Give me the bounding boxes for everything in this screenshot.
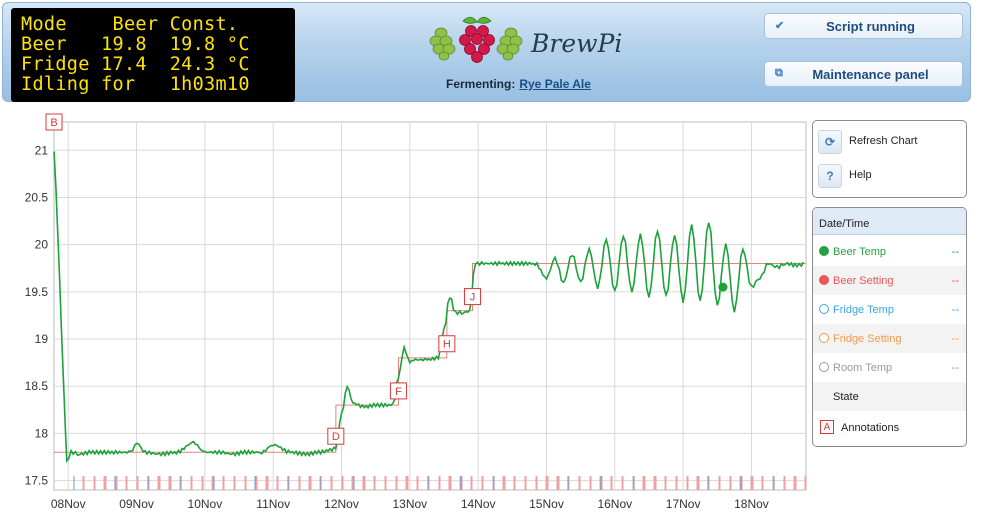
legend-item-name: Beer Setting — [833, 275, 894, 287]
annotations-label: Annotations — [841, 422, 900, 434]
y-tick-label: 20.5 — [25, 190, 49, 204]
annotation-box — [327, 427, 345, 445]
y-axis-labels: 17.5 18 18.5 19 19.5 20 20.5 21 — [25, 143, 49, 487]
maintenance-panel-label: Maintenance panel — [812, 67, 929, 82]
x-tick-label: 18Nov — [734, 497, 769, 511]
x-tick-label: 16Nov — [597, 497, 632, 511]
legend-item-room-temp[interactable]: Room Temp -- — [813, 353, 966, 382]
x-axis-labels: 08Nov 09Nov 10Nov 11Nov 12Nov 13Nov 14Nov 15Nov… — [51, 497, 769, 511]
legend-dot-icon — [819, 362, 829, 372]
refresh-chart-control[interactable]: ⟳ Refresh Chart — [818, 130, 958, 154]
legend-item-name: Fridge Temp — [833, 304, 894, 316]
annotation-label: D — [332, 431, 340, 443]
legend-dot-icon — [819, 333, 829, 343]
chart-legend: Date/Time Beer Temp -- Beer Setting -- Fridg… — [812, 207, 967, 447]
state-ticks — [73, 476, 807, 490]
annotation-label: B — [50, 117, 57, 129]
annotation-box — [389, 382, 407, 400]
fermenting-label: Fermenting: — [446, 77, 516, 91]
maintenance-panel-button[interactable]: ⧉ Maintenance panel — [764, 61, 963, 87]
script-running-label: Script running — [826, 19, 915, 34]
chart-annotations: B D F H J — [45, 113, 481, 445]
legend-item-name: State — [833, 391, 859, 403]
legend-item-value: -- — [951, 333, 959, 345]
header-bar: Mode Beer Const. Beer 19.8 19.8 °C Fridg… — [2, 2, 971, 102]
x-tick-label: 12Nov — [324, 497, 359, 511]
lcd-line-2: Beer 19.8 19.8 °C — [21, 34, 250, 55]
lcd-line-1: Mode Beer Const. — [21, 14, 239, 35]
x-tick-label: 15Nov — [529, 497, 564, 511]
check-icon: ✔ — [775, 20, 785, 32]
series-beer-temp — [53, 151, 805, 464]
legend-item-name: Room Temp — [833, 362, 893, 374]
legend-item-value: -- — [951, 246, 959, 258]
legend-dot-icon — [819, 246, 829, 256]
raspberry-hops-logo-icon — [429, 16, 523, 63]
annotation-d: D — [327, 427, 345, 445]
legend-item-fridge-temp[interactable]: Fridge Temp -- — [813, 295, 966, 324]
legend-dot-icon — [819, 275, 829, 285]
help-icon[interactable]: ? — [818, 164, 842, 188]
lcd-line-4: Idling for 1h03m10 — [21, 74, 250, 95]
y-tick-label: 19.5 — [25, 285, 49, 299]
annotation-label: F — [395, 386, 402, 398]
beer-name-link[interactable]: Rye Pale Ale — [519, 77, 591, 91]
y-tick-label: 17.5 — [25, 474, 49, 488]
chart-controls-panel: ⟳ Refresh Chart ? Help — [812, 120, 967, 198]
lcd-display: Mode Beer Const. Beer 19.8 19.8 °C Fridg… — [11, 8, 295, 102]
annotation-j: J — [463, 288, 481, 306]
window-icon: ⧉ — [775, 67, 783, 79]
legend-datetime-header: Date/Time — [813, 208, 966, 235]
annotation-b: B — [45, 113, 63, 131]
y-tick-label: 18.5 — [25, 379, 49, 393]
legend-item-state[interactable]: State — [813, 382, 966, 411]
legend-item-beer-setting[interactable]: Beer Setting -- — [813, 266, 966, 295]
refresh-icon[interactable]: ⟳ — [818, 130, 842, 154]
annotation-label: J — [470, 292, 476, 304]
legend-item-name: Fridge Setting — [833, 333, 902, 345]
legend-item-value: -- — [951, 304, 959, 316]
x-tick-label: 13Nov — [392, 497, 427, 511]
legend-item-fridge-setting[interactable]: Fridge Setting -- — [813, 324, 966, 353]
highlight-point — [718, 282, 728, 292]
x-tick-label: 14Nov — [461, 497, 496, 511]
script-running-button[interactable]: ✔ Script running — [764, 13, 963, 39]
annotation-label: H — [443, 339, 451, 351]
x-tick-label: 17Nov — [666, 497, 701, 511]
x-tick-label: 08Nov — [51, 497, 86, 511]
annotation-box-icon: A — [820, 420, 834, 434]
x-tick-label: 11Nov — [256, 497, 290, 511]
plot-area — [53, 121, 807, 491]
annotation-box — [438, 335, 456, 353]
legend-annotations-toggle[interactable]: A Annotations — [813, 413, 966, 443]
legend-item-value: -- — [951, 275, 959, 287]
x-tick-label: 10Nov — [188, 497, 223, 511]
annotation-f: F — [389, 382, 407, 400]
chart-grid — [53, 121, 807, 491]
fermenting-line: Fermenting: Rye Pale Ale — [446, 77, 591, 91]
y-tick-label: 20 — [35, 238, 49, 252]
y-tick-label: 21 — [35, 143, 49, 157]
help-control[interactable]: ? Help — [818, 164, 958, 188]
annotation-box — [463, 288, 481, 306]
y-tick-label: 18 — [35, 426, 49, 440]
lcd-line-3: Fridge 17.4 24.3 °C — [21, 54, 250, 75]
legend-item-name: Beer Temp — [833, 246, 886, 258]
annotation-box — [45, 113, 63, 131]
refresh-chart-label: Refresh Chart — [849, 135, 918, 147]
x-tick-label: 09Nov — [119, 497, 154, 511]
legend-item-beer-temp[interactable]: Beer Temp -- — [813, 237, 966, 266]
annotation-h: H — [438, 335, 456, 353]
help-label: Help — [849, 169, 872, 181]
temperature-chart[interactable]: 17.5 18 18.5 19 19.5 20 20.5 21 08Nov 09Nov 10Nov… — [0, 110, 810, 525]
legend-dot-icon — [819, 304, 829, 314]
legend-item-value: -- — [951, 362, 959, 374]
y-tick-label: 19 — [35, 332, 49, 346]
brand-name: BrewPi — [531, 29, 623, 58]
